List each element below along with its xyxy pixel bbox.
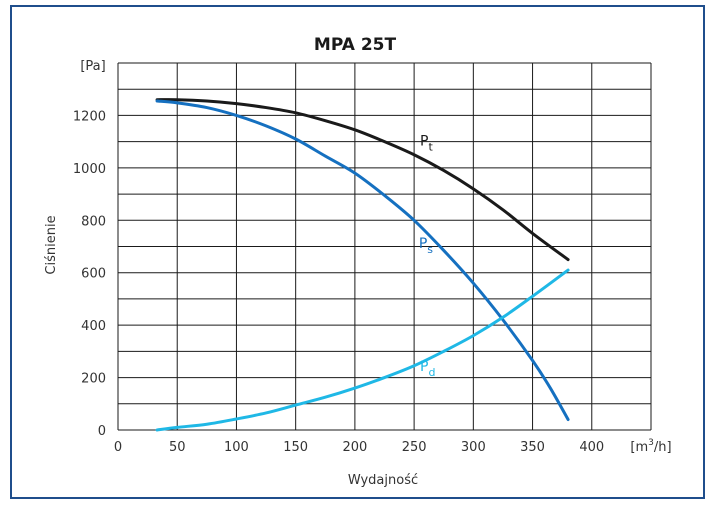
y-tick-label: 400 (81, 319, 106, 334)
y-tick-label: 800 (81, 214, 106, 229)
series-label-subscript: d (428, 366, 435, 379)
series-label-main: P (420, 359, 428, 375)
y-axis-label: Ciśnienie (44, 215, 59, 274)
x-axis-unit: [m3/h] (630, 438, 671, 455)
y-tick-label: 600 (81, 267, 106, 282)
x-tick-label: 150 (283, 440, 308, 455)
tick-labels: 0 50 100 150 200 250 300 350 400 0 200 400 600 800 100… (73, 109, 604, 455)
y-axis-unit: [Pa] (80, 59, 105, 74)
series-label-subscript: s (427, 243, 433, 256)
x-tick-label: 300 (461, 440, 486, 455)
y-tick-label: 1000 (73, 162, 106, 177)
x-axis-label: Wydajność (348, 473, 418, 488)
x-tick-label: 50 (169, 440, 186, 455)
x-tick-label: 0 (114, 440, 122, 455)
x-unit-suffix: /h] (654, 440, 672, 455)
series-line-pd (155, 268, 570, 432)
y-tick-label: 0 (98, 424, 106, 439)
y-tick-label: 200 (81, 372, 106, 387)
x-tick-label: 250 (402, 440, 427, 455)
series-label-pd: Pd (420, 359, 435, 379)
x-unit-superscript: 3 (648, 438, 654, 448)
x-tick-label: 100 (224, 440, 249, 455)
grid (117, 62, 652, 431)
series-line-ps (155, 99, 570, 422)
series-label-subscript: t (428, 141, 433, 154)
series-label-ps: Ps (419, 236, 433, 256)
series-label-main: P (419, 236, 427, 252)
x-unit-prefix: [m (630, 440, 648, 455)
series-lines (155, 98, 570, 432)
chart-title: MPA 25T (314, 35, 397, 55)
series-label-pt: Pt (420, 134, 433, 154)
x-tick-label: 400 (579, 440, 604, 455)
series-line-pt (155, 98, 570, 262)
x-tick-label: 200 (342, 440, 367, 455)
chart-frame (10, 5, 705, 499)
x-tick-label: 350 (520, 440, 545, 455)
series-label-main: P (420, 134, 428, 150)
y-tick-label: 1200 (73, 109, 106, 124)
